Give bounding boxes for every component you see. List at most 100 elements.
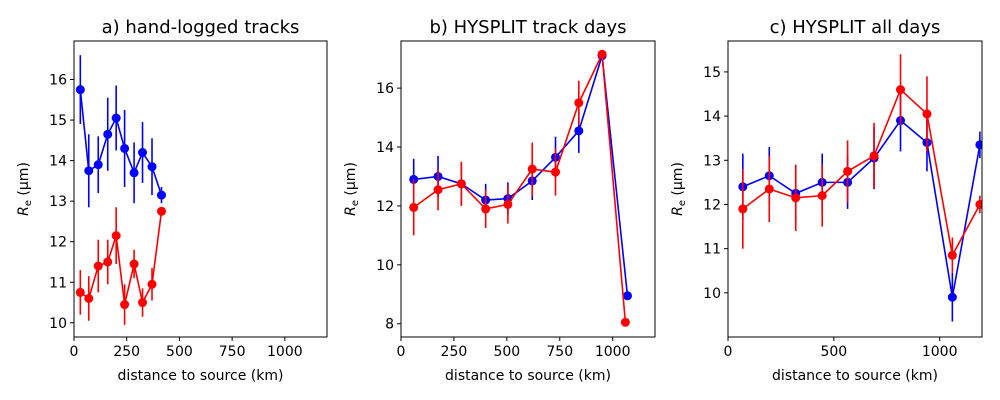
series-blue [738, 89, 982, 322]
data-point [138, 148, 148, 158]
plot-area [738, 54, 982, 322]
x-tick-label: 1000 [595, 344, 631, 360]
y-tick-label: 14 [703, 109, 721, 125]
data-point [817, 191, 827, 201]
data-point [791, 193, 801, 203]
x-tick-label: 1000 [922, 344, 958, 360]
data-point [103, 129, 113, 139]
y-tick-label: 10 [49, 316, 67, 332]
y-label-subscript: e [677, 200, 688, 206]
y-tick-label: 13 [703, 153, 721, 169]
y-tick-label: 10 [703, 286, 721, 302]
x-tick-label: 500 [166, 344, 193, 360]
y-tick-label: 16 [376, 81, 394, 97]
data-point [93, 261, 103, 271]
y-label-unit: (μm) [16, 162, 32, 200]
data-point [896, 85, 906, 95]
y-tick-label: 12 [703, 197, 721, 213]
data-point [574, 98, 584, 108]
plot-area [75, 55, 166, 325]
series-line-red [413, 51, 627, 323]
y-label-symbol: R [343, 206, 359, 216]
y-label-unit: (μm) [343, 162, 359, 200]
data-point [843, 166, 853, 176]
series-blue [409, 51, 632, 301]
axis-frame [400, 40, 656, 338]
data-point [975, 199, 982, 209]
y-tick-label: 12 [49, 235, 67, 251]
y-tick-label: 11 [49, 275, 67, 291]
y-axis-label: Re (μm) [670, 162, 688, 216]
data-point [764, 184, 774, 194]
x-tick-label: 0 [70, 344, 79, 360]
data-point [147, 279, 157, 289]
data-point [129, 259, 139, 269]
data-point [93, 160, 103, 170]
data-point [551, 167, 561, 177]
y-tick-label: 12 [376, 199, 394, 215]
data-point [481, 204, 491, 214]
y-tick-label: 14 [49, 154, 67, 170]
data-point [75, 85, 85, 95]
y-axis-label: Re (μm) [16, 162, 34, 216]
data-point [120, 143, 130, 153]
y-axis-label: Re (μm) [343, 162, 361, 216]
y-tick-label: 11 [703, 242, 721, 258]
series-red [738, 54, 982, 273]
data-point [147, 162, 157, 172]
x-axis-label: distance to source (km) [118, 368, 284, 384]
y-label-subscript: e [350, 200, 361, 206]
x-tick-label: 750 [219, 344, 246, 360]
data-point [138, 298, 148, 308]
chart-panel-1: a) hand-logged tracks 0 250 500 750 1000 10 11 1… [16, 17, 328, 384]
y-tick-label: 16 [49, 73, 67, 89]
y-label-subscript: e [23, 200, 34, 206]
data-point [574, 126, 584, 136]
data-point [120, 300, 130, 310]
y-tick-label: 8 [385, 317, 394, 333]
y-tick-label: 14 [376, 140, 394, 156]
series-line-red [79, 211, 163, 305]
x-tick-label: 250 [441, 344, 468, 360]
data-point [84, 166, 94, 176]
chart-panel-2: b) HYSPLIT track days 0 250 500 750 1000 8 10 12… [343, 17, 656, 384]
chart-panel-3: c) HYSPLIT all days 0 500 1000 10 11 12 13 14 15 d… [670, 17, 983, 384]
data-point [597, 49, 607, 59]
data-point [503, 199, 513, 209]
data-point [622, 291, 632, 301]
y-label-unit: (μm) [670, 162, 686, 200]
x-tick-label: 1000 [267, 344, 303, 360]
data-point [111, 231, 121, 241]
data-point [738, 204, 748, 214]
chart-title: a) hand-logged tracks [102, 17, 300, 38]
axis-frame [727, 40, 983, 338]
series-line-blue [413, 55, 629, 296]
data-point [869, 151, 879, 161]
data-point [129, 168, 139, 178]
x-tick-label: 750 [546, 344, 573, 360]
x-tick-label: 0 [397, 344, 406, 360]
data-point [922, 109, 932, 119]
data-point [75, 287, 85, 297]
x-tick-label: 250 [113, 344, 140, 360]
data-point [84, 293, 94, 303]
series-red [409, 49, 630, 327]
x-tick-label: 500 [820, 344, 847, 360]
y-tick-label: 15 [703, 65, 721, 81]
axis-frame [73, 40, 328, 338]
data-point [433, 185, 443, 195]
y-tick-label: 15 [49, 113, 67, 129]
y-label-symbol: R [16, 206, 32, 216]
data-point [409, 202, 419, 212]
data-point [620, 317, 630, 327]
data-point [975, 140, 982, 150]
data-point [156, 206, 166, 216]
data-point [111, 113, 121, 123]
data-point [947, 292, 957, 302]
y-label-symbol: R [670, 206, 686, 216]
x-tick-label: 500 [493, 344, 520, 360]
data-point [527, 164, 537, 174]
data-point [103, 257, 113, 267]
plot-area [409, 49, 632, 327]
